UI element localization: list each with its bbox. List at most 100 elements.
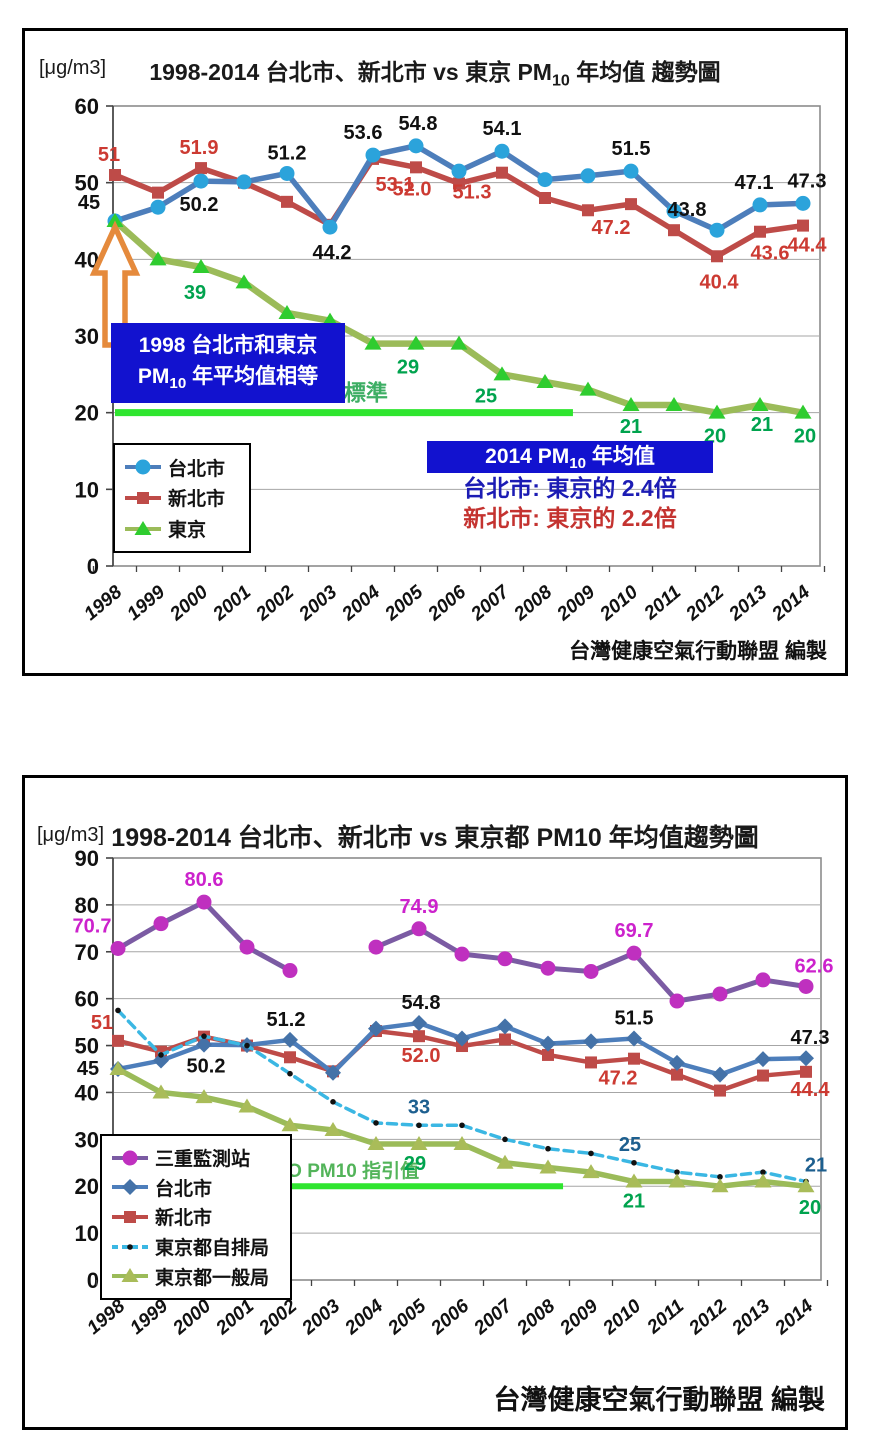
top-chart-panel: 0102030405060199819992000200120022003200… <box>22 28 848 676</box>
legend-marker-tokyo-auto-icon <box>112 1243 148 1250</box>
legend-marker-sanchong-icon <box>112 1150 148 1166</box>
credit-footer-bottom: 台灣健康空氣行動聯盟 編製 <box>493 1385 825 1415</box>
note-1998-equal: 1998 台北市和東京 PM10 年平均值相等 <box>111 323 345 403</box>
ratio-xinbei-text: 新北市: 東京的 2.2倍 <box>463 505 677 531</box>
x-tick-label: 2005 <box>384 1295 431 1339</box>
point-label-taipei: 51.5 <box>612 138 651 160</box>
point-label-taipei: 47.3 <box>788 170 827 192</box>
point-label-tokyo-auto: 25 <box>619 1134 641 1156</box>
legend-label-taipei: 台北市 <box>155 1178 213 1200</box>
x-tick-label: 2011 <box>640 582 686 625</box>
legend-label-xinbei: 新北市 <box>155 1208 213 1230</box>
point-label-xinbei: 47.2 <box>599 1068 638 1090</box>
point-label-tokyo: 39 <box>184 282 206 304</box>
x-tick-label: 1998 <box>83 1295 129 1339</box>
point-label-xinbei: 52.0 <box>402 1045 441 1067</box>
x-tick-label: 1999 <box>126 1295 172 1339</box>
x-tick-label: 2000 <box>169 1295 216 1339</box>
series-taipei <box>107 138 811 238</box>
legend-label-tokyo-general: 東京都一般局 <box>155 1267 270 1289</box>
legend-label-xinbei: 新北市 <box>168 489 226 511</box>
y-tick-label: 20 <box>75 1174 99 1199</box>
point-label-sanchong: 69.7 <box>615 920 654 942</box>
x-tick-label: 2011 <box>643 1296 689 1339</box>
point-label-taipei: 45 <box>78 192 100 214</box>
note-1998-line2: PM10 年平均值相等 <box>137 365 319 393</box>
y-tick-label: 20 <box>75 401 99 426</box>
legend-marker-taipei-icon <box>112 1179 148 1196</box>
bottom-chart-canvas: 0102030405060708090199819992000200120022… <box>73 846 834 1340</box>
point-label-xinbei: 52.0 <box>393 178 432 200</box>
note-2014-ratio: 2014 PM10 年均值 台北市: 東京的 2.4倍 新北市: 東京的 2.2… <box>427 441 713 533</box>
series-tokyo-auto <box>115 1007 809 1185</box>
legend-label-sanchong: 三重監測站 <box>155 1149 251 1171</box>
note-1998-line1: 1998 台北市和東京 <box>138 333 318 357</box>
bottom-chart-panel: 0 10 20 30 40 50 60 70 80 90 1998 1999 2000 2001 2002 2… <box>22 775 848 1430</box>
point-label-taipei: 54.8 <box>402 992 441 1014</box>
y-tick-label: 60 <box>75 94 99 119</box>
x-tick-label: 2014 <box>771 1295 818 1339</box>
point-label-xinbei: 51 <box>91 1012 113 1034</box>
legend-item-sanchong: 三重監測站 <box>111 1144 281 1171</box>
point-label-tokyo-general: 21 <box>623 1191 645 1213</box>
x-tick-label: 2006 <box>424 581 471 625</box>
point-label-xinbei: 51.3 <box>453 182 492 204</box>
series-taipei <box>110 1015 814 1083</box>
legend-item-xinbei: 新北市 <box>124 484 240 511</box>
point-label-taipei: 44.2 <box>313 242 352 264</box>
x-tick-label: 2005 <box>381 581 428 625</box>
point-label-taipei: 43.8 <box>668 199 707 221</box>
series-tokyo-general <box>109 1061 815 1193</box>
point-label-tokyo-general: 20 <box>799 1197 821 1219</box>
point-label-taipei: 51.2 <box>267 1009 306 1031</box>
y-tick-label: 10 <box>75 477 99 502</box>
point-label-xinbei: 43.6 <box>751 243 790 265</box>
x-tick-label: 2001 <box>212 1296 259 1340</box>
chart-title-text: 1998-2014 台北市、新北市 vs 東京都 PM10 年均值趨勢圖 <box>111 824 759 852</box>
y-tick-label: 60 <box>75 987 99 1012</box>
point-label-taipei: 45 <box>77 1058 99 1080</box>
point-label-tokyo-general: 29 <box>404 1153 426 1175</box>
legend-bottom: 三重監測站台北市新北市東京都自排局 東京都一般局 <box>100 1134 292 1300</box>
point-label-sanchong: 80.6 <box>185 869 224 891</box>
point-label-tokyo: 29 <box>397 357 419 379</box>
legend-top: 台北市 新北市 東京 <box>113 443 251 553</box>
x-tick-label: 2013 <box>725 581 772 625</box>
point-label-xinbei: 47.2 <box>592 217 631 239</box>
y-tick-label: 80 <box>75 893 99 918</box>
point-label-taipei: 47.1 <box>735 172 774 194</box>
x-tick-label: 2002 <box>255 1295 302 1339</box>
x-tick-label: 2012 <box>682 581 729 625</box>
point-label-tokyo: 20 <box>794 426 816 448</box>
legend-label-tokyo-auto: 東京都自排局 <box>155 1238 270 1260</box>
point-label-xinbei: 40.4 <box>700 271 740 293</box>
point-label-sanchong: 62.6 <box>795 955 834 977</box>
x-tick-label: 2010 <box>599 1295 646 1339</box>
x-tick-label: 2000 <box>166 581 213 625</box>
point-label-taipei: 54.1 <box>483 118 522 140</box>
x-tick-label: 2007 <box>467 581 515 626</box>
x-tick-label: 2002 <box>252 581 299 625</box>
x-tick-label: 2009 <box>553 581 600 625</box>
x-tick-label: 2006 <box>427 1295 474 1339</box>
point-label-taipei: 50.2 <box>180 194 219 216</box>
x-tick-label: 2004 <box>341 1295 388 1339</box>
y-tick-label: 70 <box>75 940 99 965</box>
x-tick-label: 2012 <box>685 1295 732 1339</box>
who-reference-label: WHO PM10 指引值 <box>255 1159 419 1182</box>
legend-marker-xinbei-icon <box>125 491 161 504</box>
point-label-tokyo: 21 <box>751 414 773 436</box>
x-tick-label: 2013 <box>728 1295 775 1339</box>
point-label-xinbei: 44.4 <box>791 1079 831 1101</box>
point-label-xinbei: 53.1 <box>376 174 415 196</box>
point-label-tokyo: 25 <box>475 385 497 407</box>
chart-title-suffix: 年均值 趨勢圖 <box>569 59 721 85</box>
y-axis-unit-label: [μg/m3] <box>39 57 107 79</box>
point-label-taipei: 50.2 <box>187 1056 226 1078</box>
legend-item-tokyo-auto: 東京都自排局 <box>111 1233 281 1260</box>
x-tick-label: 2004 <box>338 581 385 625</box>
legend-item-tokyo: 東京 <box>124 515 240 542</box>
x-tick-label: 2008 <box>513 1295 560 1339</box>
point-label-sanchong: 70.7 <box>73 915 112 937</box>
y-tick-label: 50 <box>75 171 99 196</box>
